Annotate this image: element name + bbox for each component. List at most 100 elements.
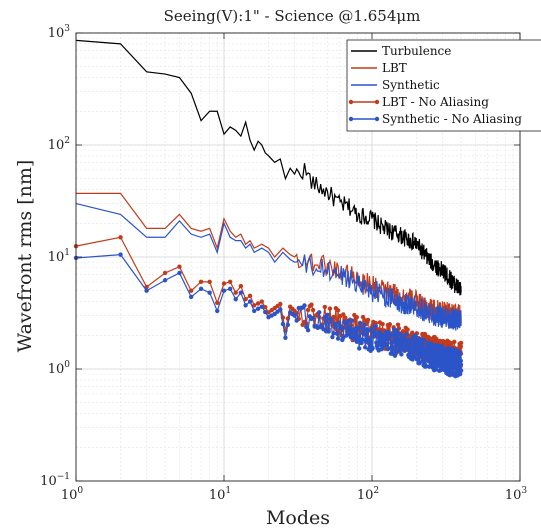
data-point-synthetic-no-aliasing xyxy=(383,341,389,347)
data-point-synthetic-no-aliasing xyxy=(227,286,233,292)
data-point-synthetic-no-aliasing xyxy=(359,340,364,346)
data-point-synthetic-no-aliasing xyxy=(305,327,311,333)
data-point-lbt-no-aliasing xyxy=(233,290,238,295)
data-point-synthetic-no-aliasing xyxy=(285,322,291,328)
data-point-synthetic-no-aliasing xyxy=(326,329,331,334)
data-point-synthetic-no-aliasing xyxy=(394,350,399,356)
x-axis-label: Modes xyxy=(266,507,330,529)
data-point-synthetic-no-aliasing xyxy=(243,303,248,308)
data-point-synthetic-no-aliasing xyxy=(333,324,339,329)
data-point-synthetic-no-aliasing xyxy=(355,325,360,331)
data-point-synthetic-no-aliasing xyxy=(357,346,362,351)
data-point-synthetic-no-aliasing xyxy=(238,290,244,295)
data-point-lbt-no-aliasing xyxy=(221,281,227,286)
data-point-synthetic-no-aliasing xyxy=(423,364,429,369)
data-point-lbt-no-aliasing xyxy=(335,308,341,313)
data-point-synthetic-no-aliasing xyxy=(362,322,367,328)
data-point-lbt-no-aliasing xyxy=(452,339,457,344)
chart-title: Seeing(V):1" - Science @1.654μm xyxy=(164,7,421,25)
data-point-synthetic-no-aliasing xyxy=(188,294,194,300)
data-point-lbt-no-aliasing xyxy=(353,318,358,323)
data-point-synthetic-no-aliasing xyxy=(360,326,366,331)
data-point-synthetic-no-aliasing xyxy=(373,323,378,329)
data-point-synthetic-no-aliasing xyxy=(331,331,336,336)
data-point-lbt-no-aliasing xyxy=(215,300,220,305)
data-point-synthetic-no-aliasing xyxy=(325,312,330,318)
data-point-synthetic-no-aliasing xyxy=(388,332,393,337)
data-point-synthetic-no-aliasing xyxy=(404,332,409,337)
legend-marker-lbt-no-aliasing xyxy=(374,99,380,105)
data-point-synthetic-no-aliasing xyxy=(310,315,316,321)
data-point-synthetic-no-aliasing xyxy=(349,318,354,323)
data-point-lbt-no-aliasing xyxy=(238,283,244,289)
series-line-synthetic xyxy=(75,202,462,331)
data-point-synthetic-no-aliasing xyxy=(339,326,344,331)
data-point-synthetic-no-aliasing xyxy=(360,337,365,342)
legend-label-synthetic: Synthetic xyxy=(382,78,440,92)
data-point-synthetic-no-aliasing xyxy=(370,345,375,351)
y-tick-label: 102 xyxy=(48,136,70,153)
data-point-lbt-no-aliasing xyxy=(458,344,463,349)
data-point-synthetic-no-aliasing xyxy=(162,278,168,283)
series-line-lbt xyxy=(76,192,462,327)
data-point-synthetic-no-aliasing xyxy=(221,288,227,293)
data-point-synthetic-no-aliasing xyxy=(328,317,334,322)
data-point-lbt-no-aliasing xyxy=(227,279,233,285)
data-point-synthetic-no-aliasing xyxy=(347,325,353,330)
data-point-synthetic-no-aliasing xyxy=(144,288,149,293)
data-point-synthetic-no-aliasing xyxy=(457,371,463,377)
data-point-lbt-no-aliasing xyxy=(310,307,316,313)
data-point-synthetic-no-aliasing xyxy=(335,336,341,341)
data-point-lbt-no-aliasing xyxy=(354,314,360,320)
data-point-lbt-no-aliasing xyxy=(458,340,464,346)
data-point-synthetic-no-aliasing xyxy=(198,286,204,292)
x-tick-label: 100 xyxy=(61,486,84,503)
data-point-synthetic-no-aliasing xyxy=(233,297,238,302)
data-point-lbt-no-aliasing xyxy=(188,288,194,293)
data-point-synthetic-no-aliasing xyxy=(390,346,395,351)
data-point-synthetic-no-aliasing xyxy=(317,310,322,315)
data-point-synthetic-no-aliasing xyxy=(334,331,340,336)
data-point-synthetic-no-aliasing xyxy=(255,306,261,311)
legend-label-synthetic-no-aliasing: Synthetic - No Aliasing xyxy=(382,112,522,126)
legend-marker-synthetic-no-aliasing xyxy=(374,116,380,122)
data-point-synthetic-no-aliasing xyxy=(247,299,253,304)
y-tick-label: 10−1 xyxy=(40,472,70,489)
data-point-synthetic-no-aliasing xyxy=(292,313,297,318)
data-point-synthetic-no-aliasing xyxy=(177,270,182,276)
data-point-synthetic-no-aliasing xyxy=(372,333,377,338)
data-point-lbt-no-aliasing xyxy=(405,327,410,332)
data-point-synthetic-no-aliasing xyxy=(294,318,299,323)
data-point-lbt-no-aliasing xyxy=(243,297,248,302)
data-point-synthetic-no-aliasing xyxy=(356,336,361,342)
data-point-lbt-no-aliasing xyxy=(360,314,366,320)
data-point-lbt-no-aliasing xyxy=(278,301,283,307)
data-point-synthetic-no-aliasing xyxy=(259,304,264,309)
x-tick-label: 101 xyxy=(209,486,231,503)
data-point-synthetic-no-aliasing xyxy=(357,320,363,326)
data-point-synthetic-no-aliasing xyxy=(345,318,351,323)
data-point-synthetic-no-aliasing xyxy=(458,358,463,364)
data-point-lbt-no-aliasing xyxy=(207,279,212,285)
x-tick-label: 103 xyxy=(505,486,528,503)
legend-box xyxy=(346,39,541,132)
data-point-synthetic-no-aliasing xyxy=(412,353,417,359)
y-tick-label: 101 xyxy=(48,248,70,265)
series-line-turbulence xyxy=(75,39,462,296)
data-point-synthetic-no-aliasing xyxy=(413,346,419,351)
data-point-synthetic-no-aliasing xyxy=(458,352,463,357)
legend: Turbulence LBT Synthetic LBT - No Aliasing S… xyxy=(346,39,541,132)
data-point-lbt-no-aliasing xyxy=(252,303,257,308)
legend-label-lbt: LBT xyxy=(382,61,407,75)
data-point-synthetic-no-aliasing xyxy=(390,339,396,345)
y-axis-label: Wavefront rms [nm] xyxy=(14,160,36,353)
legend-label-lbt-no-aliasing: LBT - No Aliasing xyxy=(382,95,489,109)
data-point-lbt-no-aliasing xyxy=(341,312,346,317)
data-point-synthetic-no-aliasing xyxy=(365,328,371,333)
legend-marker-lbt-no-aliasing xyxy=(348,99,354,105)
data-point-lbt-no-aliasing xyxy=(247,293,253,299)
data-point-synthetic-no-aliasing xyxy=(369,326,374,332)
data-point-synthetic-no-aliasing xyxy=(374,340,379,345)
data-point-synthetic-no-aliasing xyxy=(215,308,220,314)
